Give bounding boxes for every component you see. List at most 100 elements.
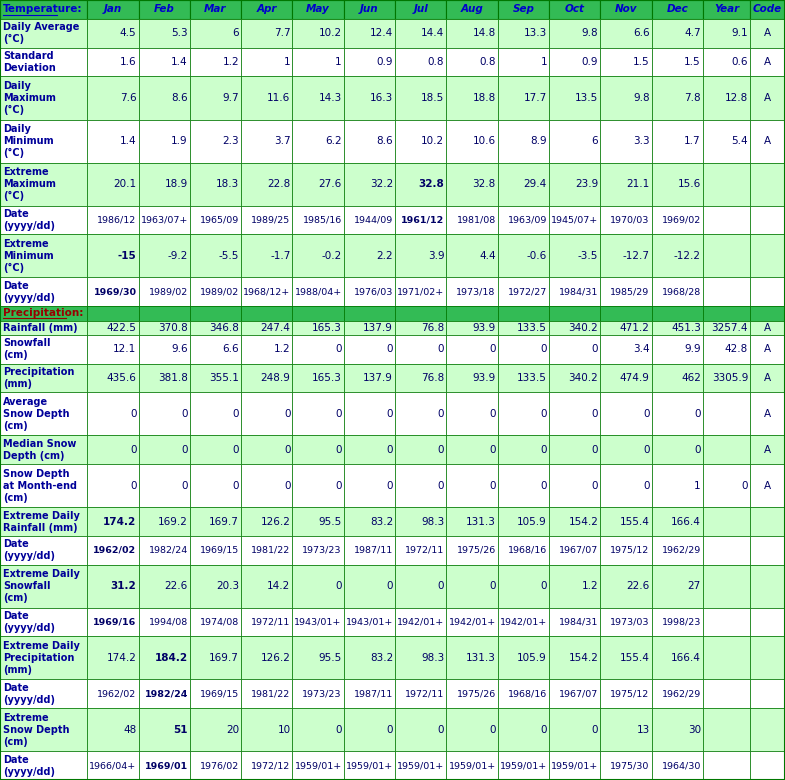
Bar: [190, 392, 241, 435]
Bar: [652, 507, 703, 536]
Text: Extreme
Minimum
(°C): Extreme Minimum (°C): [3, 239, 53, 273]
Text: Snowfall
(cm): Snowfall (cm): [3, 339, 50, 360]
Text: 165.3: 165.3: [312, 373, 341, 383]
Bar: [601, 363, 652, 392]
Text: 1943/01+: 1943/01+: [345, 618, 393, 626]
Bar: [395, 234, 447, 278]
Text: 0: 0: [335, 409, 341, 419]
Text: 22.6: 22.6: [165, 581, 188, 591]
Bar: [395, 48, 447, 76]
Bar: [293, 507, 344, 536]
Text: 1959/01+: 1959/01+: [397, 761, 444, 770]
Text: 0.8: 0.8: [479, 57, 495, 67]
Bar: [601, 119, 652, 162]
Bar: [344, 48, 395, 76]
Text: 93.9: 93.9: [473, 373, 495, 383]
Bar: [241, 392, 293, 435]
Bar: [138, 435, 190, 464]
Text: 6: 6: [592, 136, 598, 146]
Text: 76.8: 76.8: [421, 323, 444, 333]
Bar: [87, 76, 138, 119]
Bar: [750, 19, 785, 48]
Text: 1968/16: 1968/16: [508, 690, 547, 698]
Bar: [395, 392, 447, 435]
Text: 7.6: 7.6: [120, 93, 137, 103]
Text: 1989/25: 1989/25: [251, 215, 290, 225]
Text: 1985/29: 1985/29: [611, 287, 650, 296]
Text: 3.3: 3.3: [633, 136, 650, 146]
Text: -12.2: -12.2: [674, 251, 701, 261]
Bar: [750, 307, 785, 321]
Text: 11.6: 11.6: [267, 93, 290, 103]
Text: 1973/23: 1973/23: [302, 546, 341, 555]
Text: 32.8: 32.8: [473, 179, 495, 189]
Bar: [190, 636, 241, 679]
Bar: [601, 278, 652, 307]
Text: 10.2: 10.2: [319, 28, 341, 38]
Text: 0: 0: [386, 445, 393, 455]
Text: 184.2: 184.2: [155, 653, 188, 663]
Bar: [549, 206, 601, 234]
Text: 174.2: 174.2: [104, 516, 137, 526]
Text: 1972/11: 1972/11: [405, 690, 444, 698]
Bar: [0, 119, 87, 162]
Bar: [601, 536, 652, 565]
Text: 0: 0: [541, 344, 547, 354]
Text: Extreme
Snow Depth
(cm): Extreme Snow Depth (cm): [3, 713, 70, 746]
Text: 3305.9: 3305.9: [712, 373, 748, 383]
Text: 126.2: 126.2: [261, 516, 290, 526]
Text: 1.4: 1.4: [171, 57, 188, 67]
Text: 23.9: 23.9: [575, 179, 598, 189]
Bar: [241, 507, 293, 536]
Text: 1968/28: 1968/28: [662, 287, 701, 296]
Text: 1969/15: 1969/15: [200, 690, 239, 698]
Bar: [241, 636, 293, 679]
Text: Mar: Mar: [204, 5, 227, 15]
Text: -3.5: -3.5: [578, 251, 598, 261]
Text: Daily
Maximum
(°C): Daily Maximum (°C): [3, 81, 56, 115]
Text: 0: 0: [541, 409, 547, 419]
Bar: [344, 565, 395, 608]
Bar: [750, 48, 785, 76]
Bar: [498, 162, 549, 206]
Bar: [0, 321, 87, 335]
Bar: [0, 507, 87, 536]
Bar: [652, 321, 703, 335]
Bar: [190, 679, 241, 708]
Bar: [498, 234, 549, 278]
Text: 32.8: 32.8: [418, 179, 444, 189]
Text: 98.3: 98.3: [421, 516, 444, 526]
Bar: [395, 307, 447, 321]
Text: 1994/08: 1994/08: [148, 618, 188, 626]
Bar: [87, 435, 138, 464]
Bar: [395, 636, 447, 679]
Bar: [750, 679, 785, 708]
Text: 1985/16: 1985/16: [302, 215, 341, 225]
Text: 30: 30: [688, 725, 701, 735]
Text: 166.4: 166.4: [671, 516, 701, 526]
Text: 0: 0: [592, 409, 598, 419]
Text: Apr: Apr: [257, 5, 277, 15]
Text: 0: 0: [335, 581, 341, 591]
Bar: [601, 307, 652, 321]
Bar: [344, 234, 395, 278]
Text: 1971/02+: 1971/02+: [397, 287, 444, 296]
Bar: [190, 278, 241, 307]
Text: 248.9: 248.9: [261, 373, 290, 383]
Text: Temperature:: Temperature:: [3, 5, 82, 15]
Text: 1962/02: 1962/02: [97, 690, 137, 698]
Text: A: A: [764, 445, 771, 455]
Bar: [601, 507, 652, 536]
Bar: [87, 565, 138, 608]
Bar: [703, 679, 750, 708]
Text: Jul: Jul: [414, 5, 428, 15]
Bar: [549, 48, 601, 76]
Bar: [750, 636, 785, 679]
Bar: [447, 335, 498, 363]
Bar: [447, 48, 498, 76]
Bar: [601, 464, 652, 507]
Text: 0: 0: [643, 445, 650, 455]
Bar: [138, 19, 190, 48]
Bar: [750, 464, 785, 507]
Bar: [750, 321, 785, 335]
